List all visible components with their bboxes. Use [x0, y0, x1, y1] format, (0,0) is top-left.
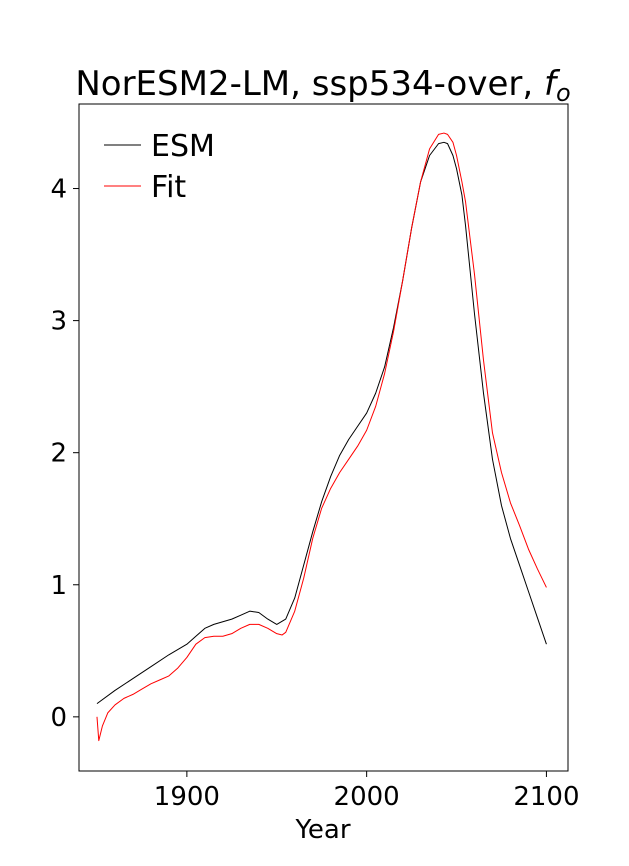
y-axis: 0 1 2 3 4: [50, 175, 79, 733]
series-line-esm: [96, 141, 547, 705]
y-tick-label: 0: [50, 703, 67, 733]
x-axis: 1900 2000 2100: [154, 771, 580, 812]
legend-label-esm: ESM: [151, 129, 215, 164]
chart-title: NorESM2-LM, ssp534-over, fo: [75, 64, 570, 107]
chart-title-text: NorESM2-LM, ssp534-over,: [75, 64, 544, 104]
series-line-fit: [96, 132, 547, 742]
y-tick-label: 2: [50, 439, 67, 469]
x-tick-label: 1900: [154, 782, 220, 812]
y-tick-label: 1: [50, 571, 67, 601]
legend: ESM Fit: [104, 129, 215, 205]
x-tick-label: 2000: [334, 782, 400, 812]
legend-label-fit: Fit: [151, 170, 186, 205]
x-axis-label: Year: [294, 815, 350, 845]
plot-frame: [78, 103, 569, 772]
series-layer: [96, 132, 547, 742]
x-tick-label: 2100: [513, 782, 579, 812]
chart-title-subscript: o: [556, 79, 571, 107]
y-tick-label: 4: [50, 175, 67, 205]
y-tick-label: 3: [50, 307, 67, 337]
